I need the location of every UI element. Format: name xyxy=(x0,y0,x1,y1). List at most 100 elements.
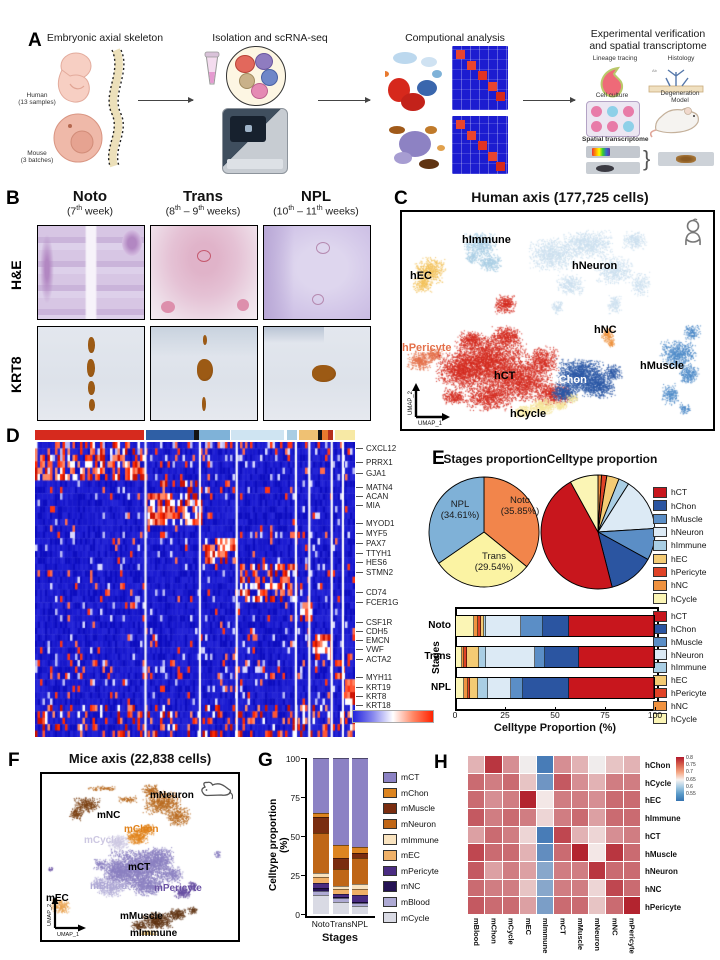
stages-pie xyxy=(428,476,540,593)
cluster-label-hPericyte: hPericyte xyxy=(402,342,452,354)
heatmap-cell-hNC-mNeuron xyxy=(589,879,606,897)
heatmap-cell-hEC-mImmune xyxy=(537,791,554,808)
h-row-label-hPericyte: hPericyte xyxy=(645,902,682,912)
bar-segment-mImmune xyxy=(352,884,368,890)
heatmap-cell-hCT-mNC xyxy=(606,826,623,844)
celltype-pie xyxy=(540,474,656,595)
panel-d-label: D xyxy=(6,426,20,447)
bar-segment-hCycle xyxy=(456,616,474,636)
bar-segment-mMuscle xyxy=(352,853,368,858)
heatmap-cell-hPericyte-mCT xyxy=(554,897,571,914)
heatmap-cell-hMuscle-mNC xyxy=(606,844,623,861)
gene-label-STMN2: STMN2 xyxy=(366,568,394,577)
panel-f-label: F xyxy=(8,750,20,771)
heatmap-cell-hNeuron-mBlood xyxy=(468,861,485,879)
similarity-colorbar xyxy=(676,757,684,801)
cluster-label-mImmune: mImmune xyxy=(130,928,178,939)
legend-swatch-hPericyte xyxy=(653,566,667,578)
legend-swatch-mCycle xyxy=(383,912,397,923)
panel-b-label: B xyxy=(6,188,20,209)
g-ytickmark xyxy=(301,836,305,838)
svg-text:Ab: Ab xyxy=(652,68,658,73)
tube-icon xyxy=(204,51,220,85)
bar-segment-hMuscle xyxy=(521,616,544,636)
bar-segment-mImmune xyxy=(333,885,349,890)
legend-swatch-hNeuron xyxy=(653,649,667,660)
he-image-npl xyxy=(263,225,371,320)
panel-a-col1-title: Embryonic axial skeleton xyxy=(46,32,164,44)
spatial-slide-2-icon xyxy=(586,162,640,174)
legend-label-mBlood: mBlood xyxy=(401,897,430,908)
heatmap-cell-hEC-mMuscle xyxy=(571,791,589,808)
cluster-label-mCT: mCT xyxy=(128,862,151,873)
cluster-label-mEC: mEC xyxy=(46,893,69,904)
bar-segment-hCycle xyxy=(456,647,462,667)
cluster-label-mNeuron: mNeuron xyxy=(150,790,194,801)
heatmap-cell-hImmune-mNeuron xyxy=(589,808,606,826)
workflow-arrow-2 xyxy=(318,97,371,104)
pie-slice-label: NPL (34.61%) xyxy=(440,499,480,521)
heatmap-cell-hPericyte-mEC xyxy=(519,897,537,914)
g-axes xyxy=(305,758,375,918)
umap1-axis-label-f: UMAP_1 xyxy=(57,932,79,938)
heatmap-cell-hEC-mPericyte xyxy=(623,791,640,808)
legend-swatch-hCycle xyxy=(653,593,667,604)
cluster-label-mCycle: mCycle xyxy=(84,835,120,846)
legend-swatch-mEC xyxy=(383,850,397,861)
celltype-proportion-xlabel: Celltype Proportion (%) xyxy=(493,722,617,734)
heatmap-cell-hImmune-mNC xyxy=(606,808,623,826)
heatmap-cell-hNeuron-mCycle xyxy=(502,861,519,879)
umap1-axis-label: UMAP_1 xyxy=(418,421,443,427)
cluster-bar-segment xyxy=(35,430,144,440)
panel-c-label: C xyxy=(394,188,408,209)
histology-diagram-icon: Ab xyxy=(648,68,704,93)
he-image-trans xyxy=(150,225,258,320)
legend-swatch-hCT xyxy=(653,611,667,622)
heatmap-cell-hMuscle-mNeuron xyxy=(589,844,606,861)
heatmap-cell-hMuscle-mImmune xyxy=(537,844,554,861)
g-ytickmark xyxy=(301,797,305,799)
gene-tick xyxy=(356,553,363,554)
legend-swatch-hMuscle xyxy=(653,513,667,525)
heatmap-cell-hCycle-mMuscle xyxy=(571,773,589,791)
legend-label-hEC: hEC xyxy=(671,675,688,686)
heatmap-cell-hEC-mCycle xyxy=(502,791,519,808)
heatmap-cell-hCT-mEC xyxy=(519,826,537,844)
bar-segment-hCT xyxy=(568,616,654,636)
legend-item-mEC: mEC xyxy=(383,850,420,861)
cluster-label-hNC: hNC xyxy=(594,324,617,336)
h-legend-tick-0.65: 0.65 xyxy=(686,776,696,783)
gene-tick xyxy=(356,659,363,660)
legend-label-hCycle: hCycle xyxy=(671,713,697,724)
bar-segment-hChon xyxy=(543,616,569,636)
heatmap-cell-hCT-mBlood xyxy=(468,826,485,844)
stage-bar-label-Noto: Noto xyxy=(428,620,451,631)
legend-item-hCT: hCT xyxy=(653,487,687,498)
umap2-axis-label-f: UMAP_2 xyxy=(47,904,53,926)
cluster-label-mBlood: mBlood xyxy=(90,881,128,892)
legend-label-hNeuron: hNeuron xyxy=(671,527,704,538)
heatmap-cell-hCT-mNeuron xyxy=(589,826,606,844)
cluster-label-hNeuron: hNeuron xyxy=(572,260,618,272)
legend-swatch-hImmune xyxy=(653,662,667,673)
legend-label-mPericyte: mPericyte xyxy=(401,865,439,876)
heatmap-cell-hNC-mCT xyxy=(554,879,571,897)
bar-segment-mCT xyxy=(333,758,349,846)
legend-swatch-hNC xyxy=(653,580,667,591)
heatmap-cell-hPericyte-mMuscle xyxy=(571,897,589,914)
gene-label-MYOD1: MYOD1 xyxy=(366,519,395,528)
heatmap-cell-hNeuron-mNC xyxy=(606,861,623,879)
culture-plate-icon xyxy=(586,101,640,137)
bar-segment-mNC xyxy=(352,901,368,904)
h-col-label-mPericyte: mPericyte xyxy=(627,918,637,954)
e-xtickmark xyxy=(455,707,456,710)
bar-segment-mChon xyxy=(313,812,329,818)
legend-label-mCycle: mCycle xyxy=(401,912,430,923)
he-image-noto xyxy=(37,225,145,320)
heatmap-cell-hPericyte-mImmune xyxy=(537,897,554,914)
heatmap-cell-hNeuron-mChon xyxy=(485,861,502,879)
stage-column-header: NPL xyxy=(301,188,331,205)
legend-label-mMuscle: mMuscle xyxy=(401,803,436,814)
sequencer-icon xyxy=(222,108,288,174)
h-row-label-hMuscle: hMuscle xyxy=(645,849,678,859)
